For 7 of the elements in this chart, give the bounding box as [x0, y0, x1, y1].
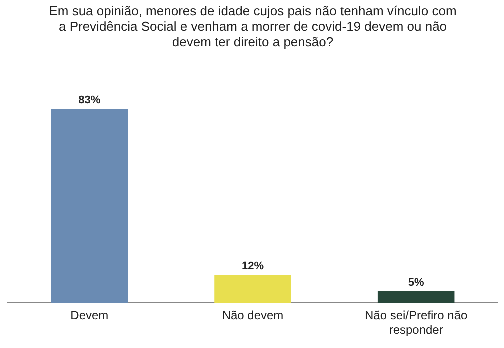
- data-label: 12%: [242, 260, 264, 273]
- x-tick-label: Não devem: [222, 308, 284, 323]
- x-tick-label: Devem: [70, 308, 109, 323]
- chart-title: Em sua opinião, menores de idade cujos pais não tenham vínculo com a Previdência Social e venham a morrer de covid-19 devem ou não devem ter direito a pensão?: [49, 3, 457, 50]
- data-label: 83%: [78, 94, 101, 107]
- x-tick-label: Não sei/Prefiro não responder: [364, 308, 468, 338]
- data-label: 5%: [408, 277, 424, 290]
